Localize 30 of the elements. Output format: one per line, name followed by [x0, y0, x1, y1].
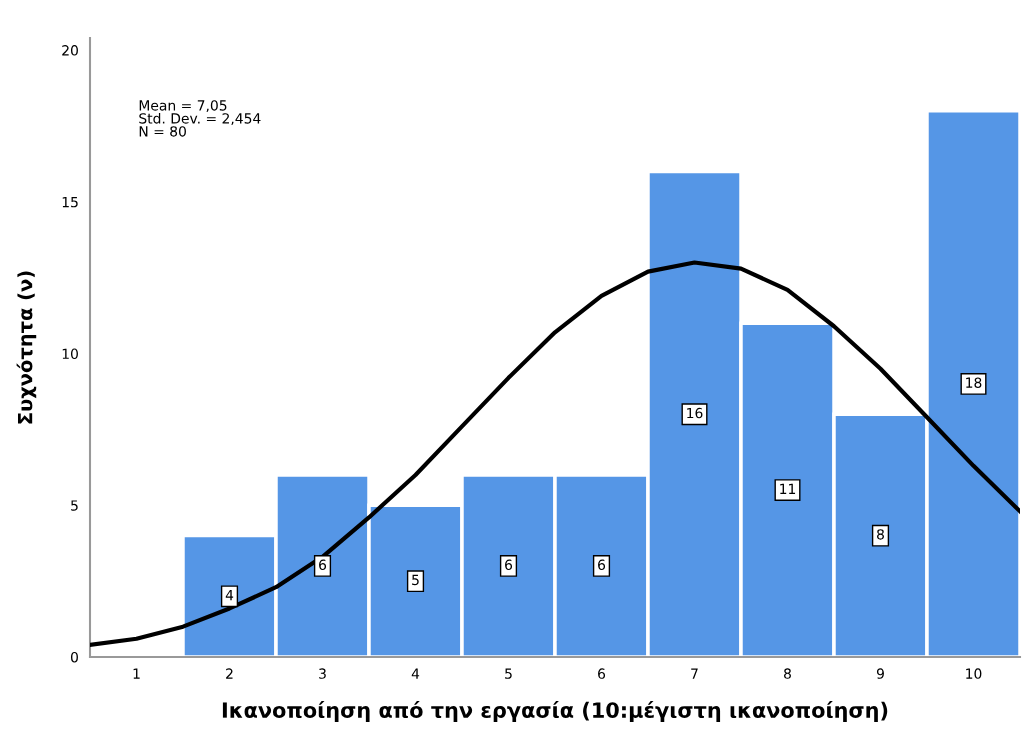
y-tick-label: 15	[62, 197, 78, 208]
annotation: Mean = 7,05	[139, 100, 227, 113]
x-tick-label: 4	[411, 668, 420, 679]
x-tick-label: 10	[966, 668, 982, 679]
x-axis-title: Ικανοποίηση από την εργασία (10:μέγιστη ικανοποίηση)	[222, 701, 888, 723]
data-label: 6	[505, 559, 513, 570]
data-label: 5	[412, 574, 419, 586]
y-tick-label: 20	[62, 45, 78, 56]
annotation: N = 80	[139, 126, 186, 137]
data-label: 11	[780, 483, 796, 494]
x-tick-label: 9	[876, 668, 884, 679]
data-label: 8	[877, 529, 884, 540]
x-tick-label: 6	[598, 668, 606, 679]
x-tick-label: 2	[226, 668, 233, 679]
annotation: Std. Dev. = 2,454	[139, 112, 261, 126]
data-label: 16	[687, 407, 703, 419]
x-tick-label: 8	[784, 668, 791, 679]
x-tick-label: 3	[319, 668, 326, 679]
line-series	[90, 260, 1020, 647]
data-label: 6	[598, 559, 606, 570]
x-tick-label: 5	[505, 668, 512, 679]
x-tick-label: 1	[133, 668, 140, 679]
y-tick-label: 0	[70, 651, 78, 663]
data-label: 4	[225, 590, 234, 601]
data-label: 6	[319, 559, 327, 570]
y-tick-label: 5	[71, 500, 78, 511]
y-axis-title: Συχνότητα (ν)	[16, 271, 37, 424]
y-tick-label: 10	[62, 348, 78, 360]
x-tick-label: 7	[691, 668, 698, 679]
data-label: 18	[966, 377, 982, 388]
